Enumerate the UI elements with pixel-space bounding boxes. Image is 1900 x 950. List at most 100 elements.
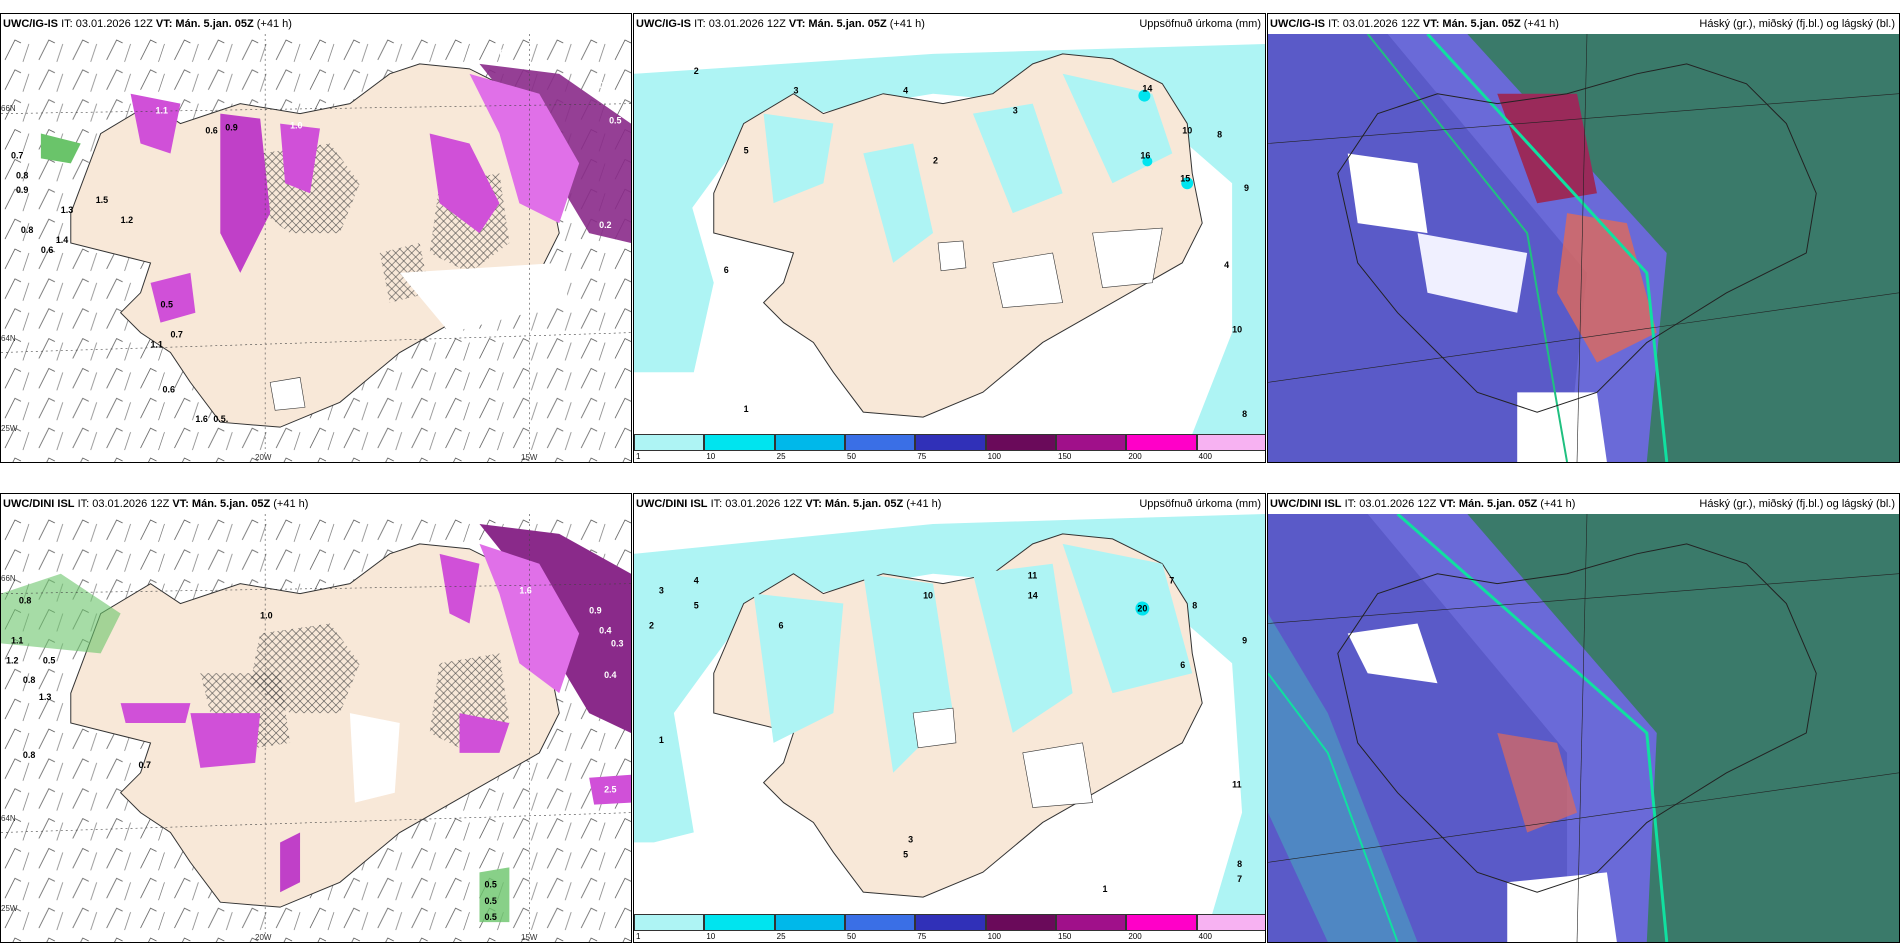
value-label: 0.8	[19, 596, 31, 606]
value-label: 8	[1237, 859, 1242, 869]
colorbar-swatch	[704, 434, 775, 451]
colorbar-swatch	[1196, 434, 1265, 451]
value-label: 4	[1224, 260, 1229, 270]
value-label: 1	[659, 735, 664, 745]
value-label: 0.9	[225, 123, 237, 133]
lead-time: (+41 h)	[889, 18, 925, 30]
lead-time: (+41 h)	[273, 498, 309, 510]
value-label: 0.8	[23, 750, 35, 760]
value-label: 0.9	[589, 606, 601, 616]
model-name: UWC/DINI ISL	[3, 498, 75, 510]
value-label: 0.8	[16, 170, 28, 180]
colorbar-swatch	[634, 914, 705, 931]
colorbar-swatch	[985, 914, 1056, 931]
value-label: 2	[649, 620, 654, 630]
value-label: 1.3	[39, 692, 51, 702]
colorbar-swatch	[845, 434, 916, 451]
panel-dini-clouds[interactable]: UWC/DINI ISL IT: 03.01.2026 12Z VT: Mán.…	[1267, 493, 1900, 943]
panel-header: UWC/IG-IS IT: 03.01.2026 12Z VT: Mán. 5.…	[1, 14, 631, 34]
lat-label: 66N	[1, 574, 16, 583]
cloud-map	[1268, 34, 1899, 462]
lat-label: 25W	[1, 424, 18, 433]
lead-time: (+41 h)	[256, 18, 292, 30]
value-label: 5	[744, 145, 749, 155]
colorbar-tick: 100	[987, 452, 1002, 461]
map-area[interactable]: 0.8 1.1 1.2 0.5 0.8 1.3 0.8 0.7 1.0 2.5 …	[1, 514, 631, 942]
colorbar: 1 10 25 50 75 100 150 200 400	[634, 434, 1265, 462]
value-label: 0.7	[170, 330, 182, 340]
value-label: 0.4	[599, 625, 611, 635]
colorbar-swatch	[1056, 434, 1127, 451]
map-area[interactable]: 0.3 0.4 0.5 0.7 0.8 0.9 0.6 1.0 1.1 1.3 …	[1, 34, 631, 462]
value-label: 1	[1103, 884, 1108, 894]
value-label: 3	[908, 834, 913, 844]
colorbar-swatch	[774, 914, 845, 931]
value-label: 9	[1244, 183, 1249, 193]
panel-ig-is-wind[interactable]: UWC/IG-IS IT: 03.01.2026 12Z VT: Mán. 5.…	[0, 13, 632, 463]
value-label: 1.1	[151, 340, 163, 350]
init-time: IT: 03.01.2026 12Z	[61, 18, 153, 30]
value-label: 0.5	[160, 300, 172, 310]
colorbar-swatch	[1196, 914, 1265, 931]
colorbar: 1 10 25 50 75 100 150 200 400	[634, 914, 1265, 942]
init-time: IT: 03.01.2026 12Z	[710, 498, 803, 510]
field-title: Háský (gr.), miðský (fj.bl.) og lágský (…	[1699, 18, 1895, 30]
panel-ig-is-precip[interactable]: UWC/IG-IS IT: 03.01.2026 12Z VT: Mán. 5.…	[633, 13, 1266, 463]
value-label: 2.5	[604, 785, 616, 795]
panel-header: UWC/IG-IS IT: 03.01.2026 12Z VT: Mán. 5.…	[634, 14, 1265, 34]
value-label: 0.5.	[213, 414, 228, 424]
value-label: 4	[903, 86, 908, 96]
colorbar-swatch	[845, 914, 916, 931]
lat-label: 66N	[1, 104, 16, 113]
panel-dini-precip[interactable]: UWC/DINI ISL IT: 03.01.2026 12Z VT: Mán.…	[633, 493, 1266, 943]
value-label: 20	[1137, 604, 1147, 614]
value-label: 3	[1013, 106, 1018, 116]
colorbar-tick: 200	[1128, 452, 1142, 461]
panel-ig-is-clouds[interactable]: UWC/IG-IS IT: 03.01.2026 12Z VT: Mán. 5.…	[1267, 13, 1900, 463]
value-label: 14	[1028, 591, 1038, 601]
panel-header: UWC/DINI ISL IT: 03.01.2026 12Z VT: Mán.…	[1268, 494, 1899, 514]
value-label: 7	[1237, 874, 1242, 884]
value-label: 0.5	[484, 879, 496, 889]
valid-time: VT: Mán. 5.jan. 05Z	[805, 498, 904, 510]
lead-time: (+41 h)	[1523, 18, 1559, 30]
map-area[interactable]	[1268, 514, 1899, 942]
colorbar-swatch	[774, 434, 845, 451]
map-area[interactable]: 2 3 4 5 6 1 14 16 15 10 8 9 4 10 8 2 3	[634, 34, 1265, 434]
lead-time: (+41 h)	[1540, 498, 1576, 510]
valid-time: VT: Mán. 5.jan. 05Z	[1422, 18, 1521, 30]
colorbar-tick: 200	[1128, 932, 1142, 941]
colorbar-tick: 25	[776, 932, 786, 941]
value-label: 1.5	[96, 195, 108, 205]
colorbar-swatch	[1056, 914, 1127, 931]
colorbar-tick: 25	[776, 452, 786, 461]
init-time: IT: 03.01.2026 12Z	[694, 18, 786, 30]
lon-label: 15W	[521, 453, 538, 462]
map-area[interactable]: 3 4 5 6 2 1 10 14 11 20 7 8 9 11 6 7 8 3…	[634, 514, 1265, 914]
panel-dini-wind[interactable]: UWC/DINI ISL IT: 03.01.2026 12Z VT: Mán.…	[0, 493, 632, 943]
lead-time: (+41 h)	[906, 498, 942, 510]
value-label: 1.0	[260, 611, 272, 621]
value-label: 1	[744, 404, 749, 414]
value-label: 0.6	[41, 245, 53, 255]
value-label: 0.3	[611, 638, 623, 648]
value-label: 6	[1180, 660, 1185, 670]
iceland-land	[713, 53, 1203, 418]
map-area[interactable]	[1268, 34, 1899, 462]
value-label: 0.5	[484, 912, 496, 922]
colorbar-tick: 75	[917, 932, 927, 941]
wind-snow-map: 0.8 1.1 1.2 0.5 0.8 1.3 0.8 0.7 1.0 2.5 …	[1, 514, 631, 942]
value-label: 1.1	[11, 635, 23, 645]
lon-label: 15W	[521, 933, 538, 942]
value-label: 0.8	[21, 225, 33, 235]
value-label: 8	[1242, 409, 1247, 419]
precip-map: 2 3 4 5 6 1 14 16 15 10 8 9 4 10 8 2 3	[634, 34, 1265, 434]
value-label: 5	[694, 601, 699, 611]
value-label: 7	[1169, 576, 1174, 586]
value-label: 10	[1182, 126, 1192, 136]
lon-label: 20W	[255, 453, 272, 462]
iceland-land	[70, 543, 560, 908]
panel-header: UWC/DINI ISL IT: 03.01.2026 12Z VT: Mán.…	[634, 494, 1265, 514]
value-label: 0.7	[11, 150, 23, 160]
model-name: UWC/IG-IS	[3, 18, 58, 30]
